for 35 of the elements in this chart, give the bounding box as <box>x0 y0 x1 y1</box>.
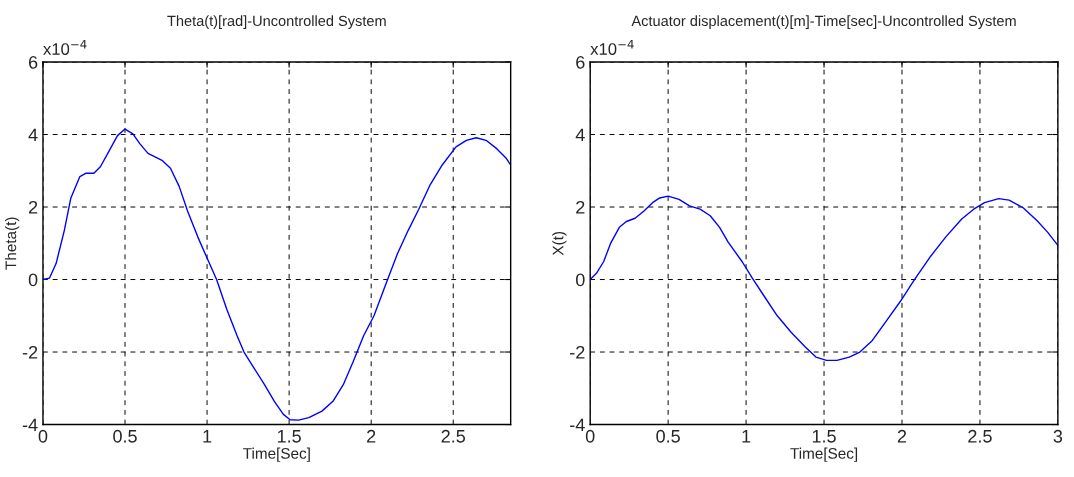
x-tick-label: 2 <box>367 429 376 443</box>
chart-title: Theta(t)[rad]-Uncontrolled System <box>167 15 386 29</box>
x-tick-label: 0 <box>585 429 595 443</box>
y-tick-label: 6 <box>28 55 38 69</box>
x-axis-title: Time[Sec] <box>243 447 310 462</box>
x-tick-label: 1.5 <box>277 430 301 443</box>
x-axis-title: Time[Sec] <box>790 447 858 462</box>
line-series <box>42 128 511 421</box>
text: x10$^{−4}$ <box>590 39 634 55</box>
y-axis-title: Theta(t) <box>5 217 20 270</box>
x-tick-label: 3 <box>1053 429 1063 443</box>
y-tick-label: -4 <box>22 418 38 432</box>
x-tick-label: 1 <box>203 430 212 443</box>
y-tick-label: -2 <box>22 345 38 359</box>
x-tick-label: 2 <box>897 429 907 443</box>
line-series <box>590 195 1058 362</box>
y-tick-label: 0 <box>28 273 38 287</box>
x-tick-label: 2.5 <box>968 429 992 443</box>
text: x10$^{−4}$ <box>43 39 87 55</box>
y-tick-label: 0 <box>575 273 585 287</box>
x-tick-label: 1 <box>742 430 751 443</box>
chart-title: Actuator displacement(t)[m]-Time[sec]-Uncontrolled System <box>631 15 1016 29</box>
x-tick-label: 0 <box>38 429 48 443</box>
y-tick-label: 4 <box>575 128 585 142</box>
x-tick-label: 0.5 <box>113 429 137 443</box>
y-tick-label: 2 <box>576 200 585 214</box>
x-tick-label: 0.5 <box>656 429 680 443</box>
x-tick-label: 2.5 <box>441 429 466 443</box>
x-tick-label: 1.5 <box>812 430 836 443</box>
y-tick-label: 2 <box>28 200 38 214</box>
y-tick-label: 4 <box>28 128 38 142</box>
y-tick-label: -2 <box>570 345 585 359</box>
y-axis-title: X(t) <box>552 231 567 256</box>
y-tick-label: -4 <box>570 418 585 432</box>
y-tick-label: 6 <box>576 55 585 69</box>
